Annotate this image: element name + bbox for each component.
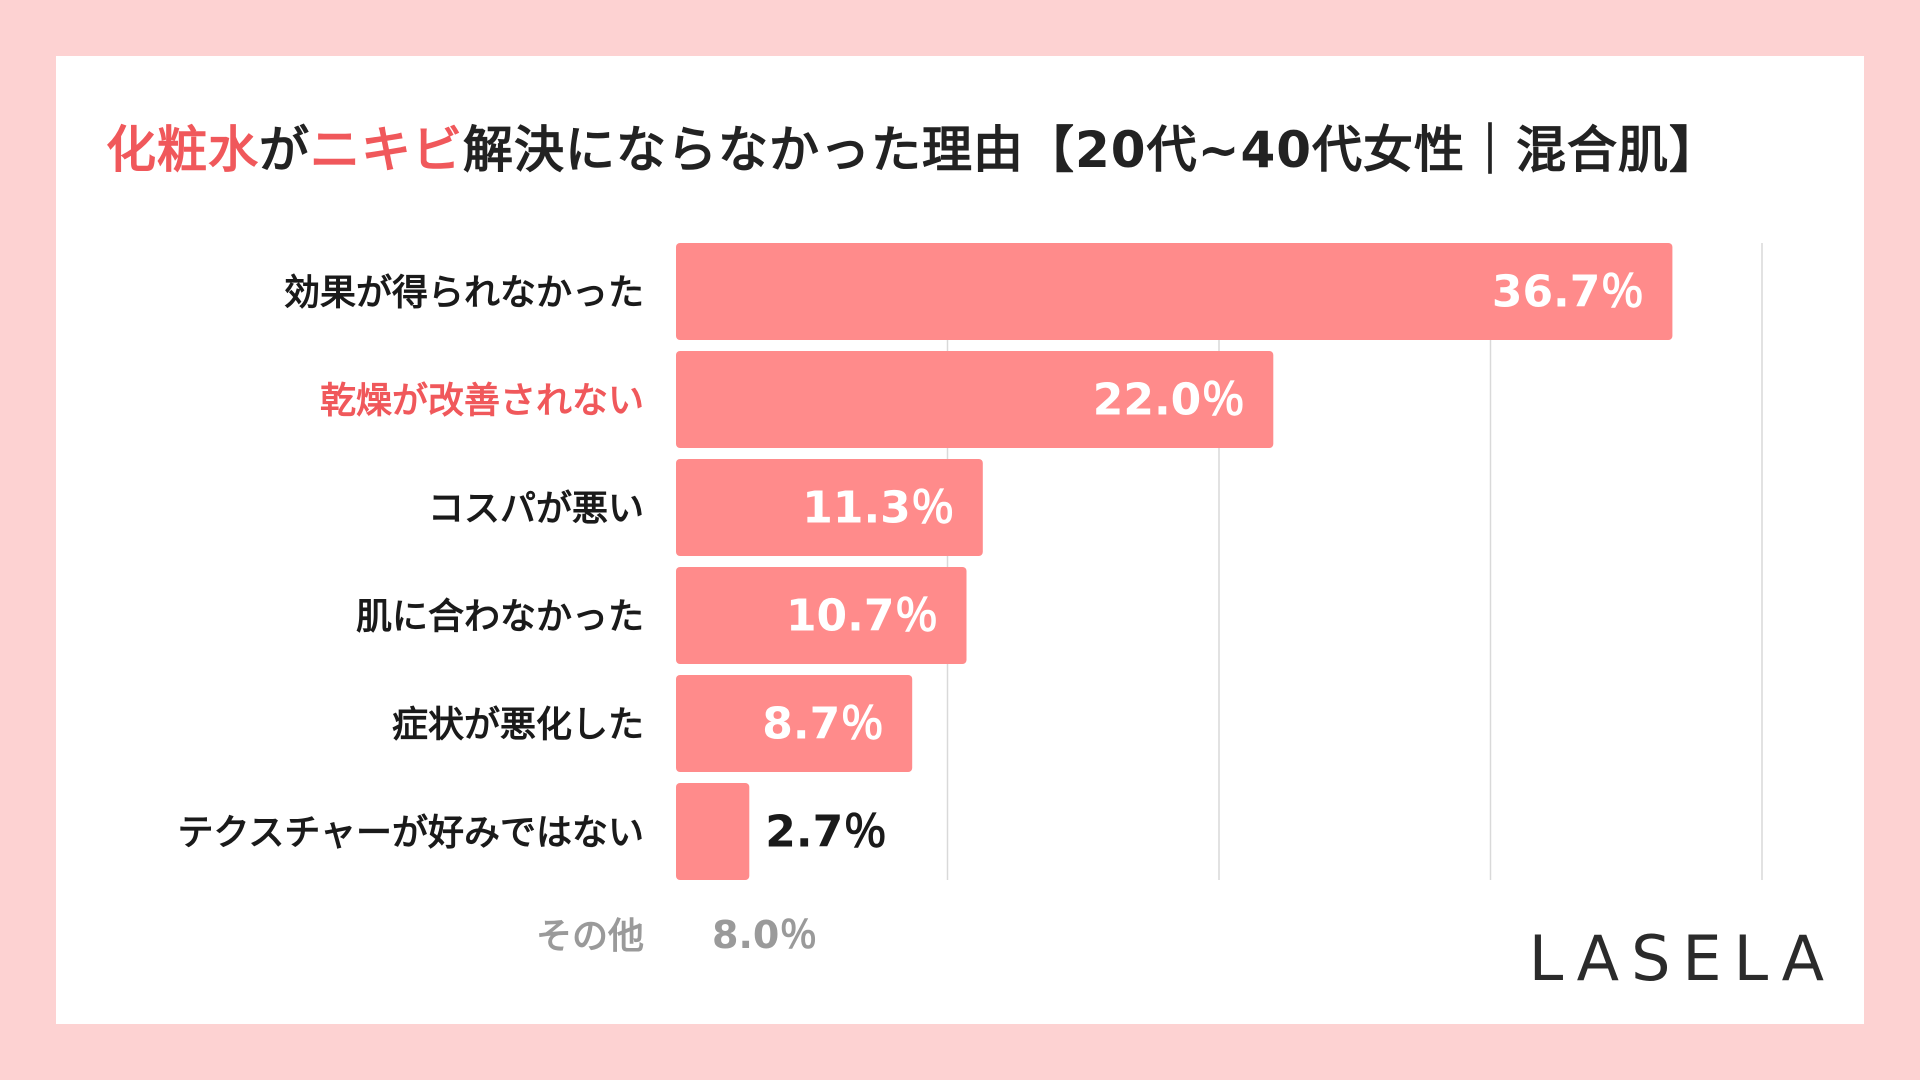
category-label: コスパが悪い [428, 489, 644, 530]
bar [676, 351, 1274, 448]
bar [676, 783, 750, 880]
bar [676, 675, 913, 772]
title-part-4: 解決にならなかった理由【20代~40代女性｜混合肌】 [463, 121, 1721, 179]
title-part-3: ニキビ [310, 121, 463, 179]
category-label: テクスチャーが好みではない [177, 813, 644, 854]
value-label: 22.0％ [1093, 375, 1246, 426]
value-label: 2.7％ [765, 807, 887, 858]
category-label: 効果が得られなかった [284, 273, 644, 314]
value-label: 8.7％ [762, 699, 884, 750]
category-label: 肌に合わなかった [356, 597, 644, 638]
bar [676, 567, 967, 664]
value-label: 11.3％ [802, 483, 955, 534]
category-label: 症状が悪化した [392, 705, 644, 746]
title-part-2: が [259, 121, 310, 179]
lasela-logo: LASELA [1528, 922, 1836, 995]
other-value: 8.0％ [712, 913, 817, 957]
value-label: 10.7％ [786, 591, 939, 642]
bar [676, 459, 983, 556]
chart-title: 化粧水がニキビ 解決にならなかった理由【20代~40代女性｜混合肌】 [106, 108, 1720, 184]
other-label: その他 [536, 916, 644, 957]
value-label: 36.7％ [1492, 267, 1645, 318]
bar [676, 243, 1673, 340]
title-part-1: 化粧水 [106, 121, 259, 179]
category-label: 乾燥が改善されない [320, 381, 644, 422]
